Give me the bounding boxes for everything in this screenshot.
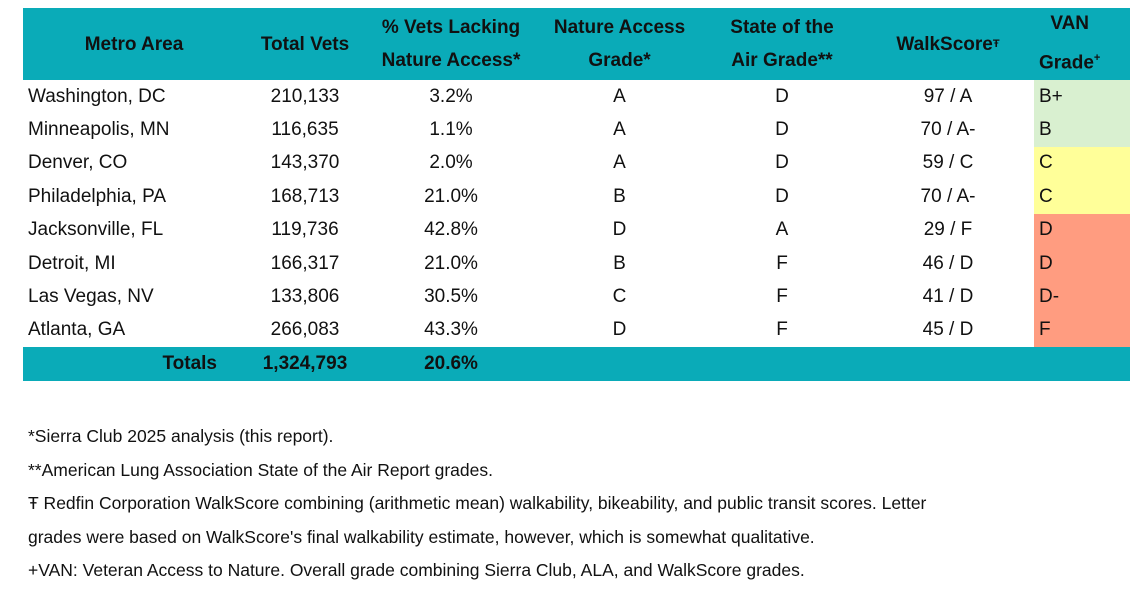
cell-nag: C: [612, 286, 627, 308]
cell-walk: 70 / A-: [920, 185, 976, 207]
cell-pct: 42.8%: [424, 219, 478, 241]
header-walk-sup: Ŧ: [992, 37, 1000, 50]
header-soa: State of the Air Grade**: [702, 8, 862, 80]
table-body: Washington, DC 210,133 3.2% A D 97 / A B+ Minne…: [23, 80, 1130, 348]
cell-metro: Las Vegas, NV: [28, 286, 154, 308]
table-row: Philadelphia, PA 168,713 21.0% B D 70 / A- C: [23, 180, 1130, 214]
cell-nag: D: [612, 319, 627, 341]
table-row: Denver, CO 143,370 2.0% A D 59 / C C: [23, 146, 1130, 181]
cell-van: C: [1034, 146, 1130, 181]
cell-pct: 2.0%: [429, 152, 473, 174]
header-pct-line1: % Vets Lacking: [381, 17, 521, 38]
cell-metro: Atlanta, GA: [28, 319, 126, 341]
cell-soa: F: [776, 252, 788, 274]
cell-soa: D: [775, 185, 789, 207]
cell-nag: D: [612, 219, 627, 241]
table-header: Metro Area Total Vets % Vets Lacking Natu…: [23, 8, 1130, 80]
cell-metro: Denver, CO: [28, 152, 128, 174]
totals-label: Totals: [162, 352, 217, 374]
footnote: Ŧ Redfin Corporation WalkScore combining…: [28, 493, 927, 513]
cell-soa: D: [775, 152, 789, 174]
cell-nag: A: [613, 152, 626, 174]
header-walk-label: WalkScore: [896, 33, 993, 55]
cell-metro: Minneapolis, MN: [28, 119, 170, 141]
cell-van: D: [1034, 213, 1130, 247]
totals-pct: 20.6%: [424, 352, 478, 374]
cell-total: 119,736: [271, 219, 339, 241]
cell-metro: Washington, DC: [28, 85, 166, 107]
cell-total: 116,635: [271, 119, 339, 141]
cell-walk: 45 / D: [922, 319, 974, 341]
cell-total: 266,083: [270, 319, 340, 341]
cell-total: 168,713: [270, 185, 340, 207]
header-van-line1: VAN: [1050, 13, 1090, 35]
cell-metro: Detroit, MI: [28, 252, 116, 274]
cell-van: D: [1034, 246, 1130, 281]
cell-pct: 43.3%: [424, 319, 478, 341]
cell-metro: Jacksonville, FL: [28, 219, 164, 241]
cell-soa: D: [775, 85, 789, 107]
header-van-line2: Grade: [1039, 52, 1094, 74]
cell-soa: D: [775, 119, 789, 141]
totals-row: Totals 1,324,793 20.6%: [23, 347, 1130, 381]
cell-walk: 46 / D: [922, 252, 974, 274]
footnote: +VAN: Veteran Access to Nature. Overall …: [28, 560, 805, 580]
cell-nag: A: [613, 119, 626, 141]
cell-van: B+: [1034, 80, 1130, 114]
header-metro: Metro Area: [84, 33, 184, 55]
header-nag-line1: Nature Access: [553, 17, 686, 38]
footnotes: *Sierra Club 2025 analysis (this report)…: [28, 420, 1128, 588]
header-pct-line2: Nature Access*: [381, 50, 521, 71]
table-row: Detroit, MI 166,317 21.0% B F 46 / D D: [23, 246, 1130, 281]
cell-nag: B: [613, 185, 626, 207]
header-walk: WalkScore Ŧ: [862, 8, 1034, 80]
cell-pct: 3.2%: [429, 85, 473, 107]
footnote: grades were based on WalkScore's final w…: [28, 526, 815, 547]
cell-walk: 29 / F: [923, 219, 973, 241]
header-nag-line2: Grade*: [588, 50, 651, 71]
cell-van: D-: [1034, 280, 1130, 314]
cell-total: 166,317: [270, 252, 340, 274]
cell-pct: 1.1%: [429, 119, 473, 141]
cell-soa: F: [776, 319, 788, 341]
header-van-sup: +: [1093, 52, 1101, 65]
cell-total: 210,133: [270, 85, 340, 107]
cell-metro: Philadelphia, PA: [28, 185, 167, 207]
header-total: Total Vets: [260, 33, 350, 55]
cell-walk: 41 / D: [922, 286, 974, 308]
table-row: Las Vegas, NV 133,806 30.5% C F 41 / D D-: [23, 280, 1130, 314]
totals-total: 1,324,793: [262, 352, 348, 374]
table-row: Jacksonville, FL 119,736 42.8% D A 29 / F D: [23, 213, 1130, 247]
cell-nag: B: [613, 252, 626, 274]
cell-pct: 21.0%: [424, 252, 478, 274]
header-soa-line2: Air Grade**: [731, 50, 833, 71]
cell-total: 133,806: [270, 286, 340, 308]
footnote: **American Lung Association State of the…: [28, 459, 493, 480]
cell-pct: 30.5%: [424, 286, 478, 308]
header-pct: % Vets Lacking Nature Access*: [365, 8, 537, 80]
table-row: Washington, DC 210,133 3.2% A D 97 / A B+: [23, 80, 1130, 114]
header-nag: Nature Access Grade*: [537, 8, 702, 80]
cell-soa: F: [776, 286, 788, 308]
cell-van: F: [1034, 313, 1130, 348]
cell-van: C: [1034, 180, 1130, 214]
cell-soa: A: [775, 219, 789, 241]
cell-walk: 97 / A: [923, 85, 973, 107]
header-soa-line1: State of the: [730, 17, 834, 38]
veterans-nature-table: Metro Area Total Vets % Vets Lacking Natu…: [23, 8, 1130, 381]
cell-nag: A: [613, 85, 626, 107]
cell-van: B: [1034, 113, 1130, 147]
cell-walk: 59 / C: [922, 152, 974, 174]
header-van: VAN Grade+: [1034, 8, 1130, 80]
cell-total: 143,370: [270, 152, 340, 174]
cell-pct: 21.0%: [424, 185, 478, 207]
footnote: *Sierra Club 2025 analysis (this report)…: [28, 426, 334, 446]
cell-walk: 70 / A-: [920, 119, 976, 141]
table-row: Atlanta, GA 266,083 43.3% D F 45 / D F: [23, 313, 1130, 348]
table-row: Minneapolis, MN 116,635 1.1% A D 70 / A- B: [23, 113, 1130, 147]
